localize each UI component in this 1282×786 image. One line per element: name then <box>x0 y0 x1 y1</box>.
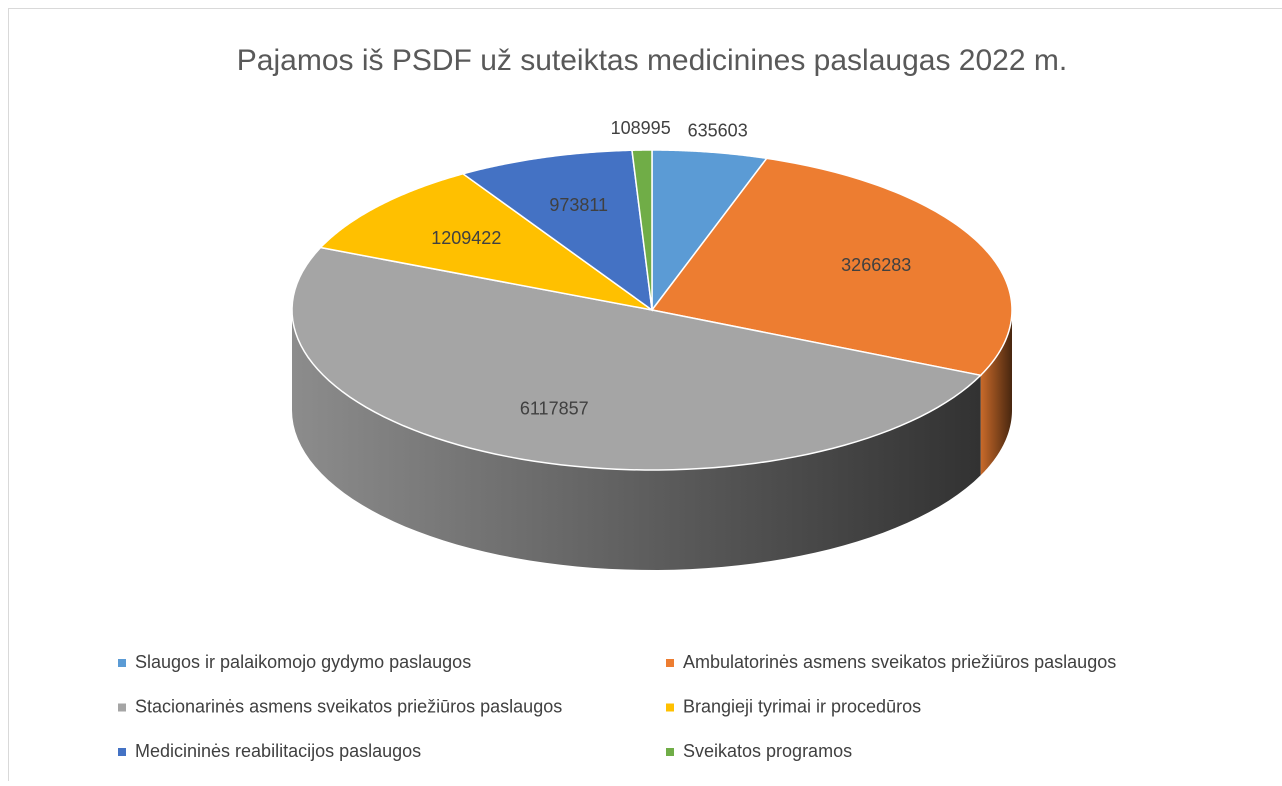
legend-swatch <box>118 748 126 756</box>
data-label: 635603 <box>688 120 748 140</box>
data-label: 973811 <box>549 195 608 215</box>
legend-label: Sveikatos programos <box>683 741 852 761</box>
data-label: 1209422 <box>431 228 501 248</box>
legend-label: Ambulatorinės asmens sveikatos priežiūro… <box>683 652 1116 672</box>
legend-label: Slaugos ir palaikomojo gydymo paslaugos <box>135 652 471 672</box>
data-label: 108995 <box>611 118 671 138</box>
legend-label: Brangieji tyrimai ir procedūros <box>683 696 921 716</box>
legend-label: Medicininės reabilitacijos paslaugos <box>135 741 421 761</box>
data-label: 6117857 <box>520 399 589 419</box>
legend-swatch <box>666 748 674 756</box>
legend-label: Stacionarinės asmens sveikatos priežiūro… <box>135 696 562 716</box>
pie-tops <box>292 150 1012 470</box>
legend-swatch <box>666 704 674 712</box>
data-label: 3266283 <box>841 255 911 275</box>
chart-title: Pajamos iš PSDF už suteiktas medicinines… <box>237 44 1067 77</box>
legend-swatch <box>666 659 674 667</box>
legend-swatch <box>118 659 126 667</box>
legend-swatch <box>118 704 126 712</box>
